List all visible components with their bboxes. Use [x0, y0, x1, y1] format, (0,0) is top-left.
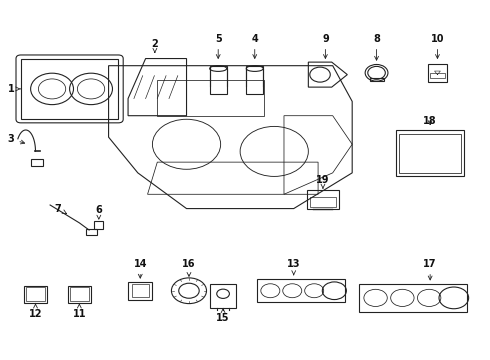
Bar	[246, 66, 263, 94]
Text: 13: 13	[287, 259, 300, 275]
Text: 9: 9	[322, 34, 329, 58]
Bar	[369, 78, 384, 81]
Text: 5: 5	[215, 34, 221, 58]
Bar	[430, 73, 445, 78]
Text: 11: 11	[73, 303, 86, 319]
Bar	[210, 284, 236, 308]
Bar	[95, 221, 103, 229]
Text: 4: 4	[251, 34, 258, 58]
Bar	[128, 282, 152, 300]
Bar	[86, 229, 97, 235]
Text: 15: 15	[216, 309, 230, 323]
Text: 19: 19	[316, 175, 330, 188]
Bar	[26, 287, 45, 301]
Text: 8: 8	[373, 34, 380, 60]
Text: 7: 7	[54, 203, 67, 213]
Text: 12: 12	[29, 303, 42, 319]
Text: 6: 6	[96, 205, 102, 219]
Bar	[307, 190, 339, 210]
Bar	[157, 80, 265, 116]
Text: 16: 16	[182, 259, 196, 276]
Bar	[396, 130, 464, 176]
Bar	[30, 158, 43, 166]
Text: 2: 2	[151, 39, 158, 53]
Text: 14: 14	[133, 259, 147, 278]
Bar	[24, 286, 47, 303]
Bar	[70, 287, 89, 301]
Text: 10: 10	[431, 34, 444, 58]
Text: 3: 3	[8, 134, 24, 144]
Bar	[210, 66, 227, 94]
Text: 18: 18	[423, 116, 437, 126]
Bar	[68, 286, 91, 303]
Bar	[360, 284, 466, 312]
Bar	[428, 64, 447, 82]
Text: 1: 1	[8, 84, 20, 94]
Bar	[257, 279, 345, 302]
Bar	[399, 134, 461, 173]
Text: 17: 17	[423, 259, 437, 280]
Bar	[310, 197, 336, 207]
Bar	[132, 284, 149, 297]
